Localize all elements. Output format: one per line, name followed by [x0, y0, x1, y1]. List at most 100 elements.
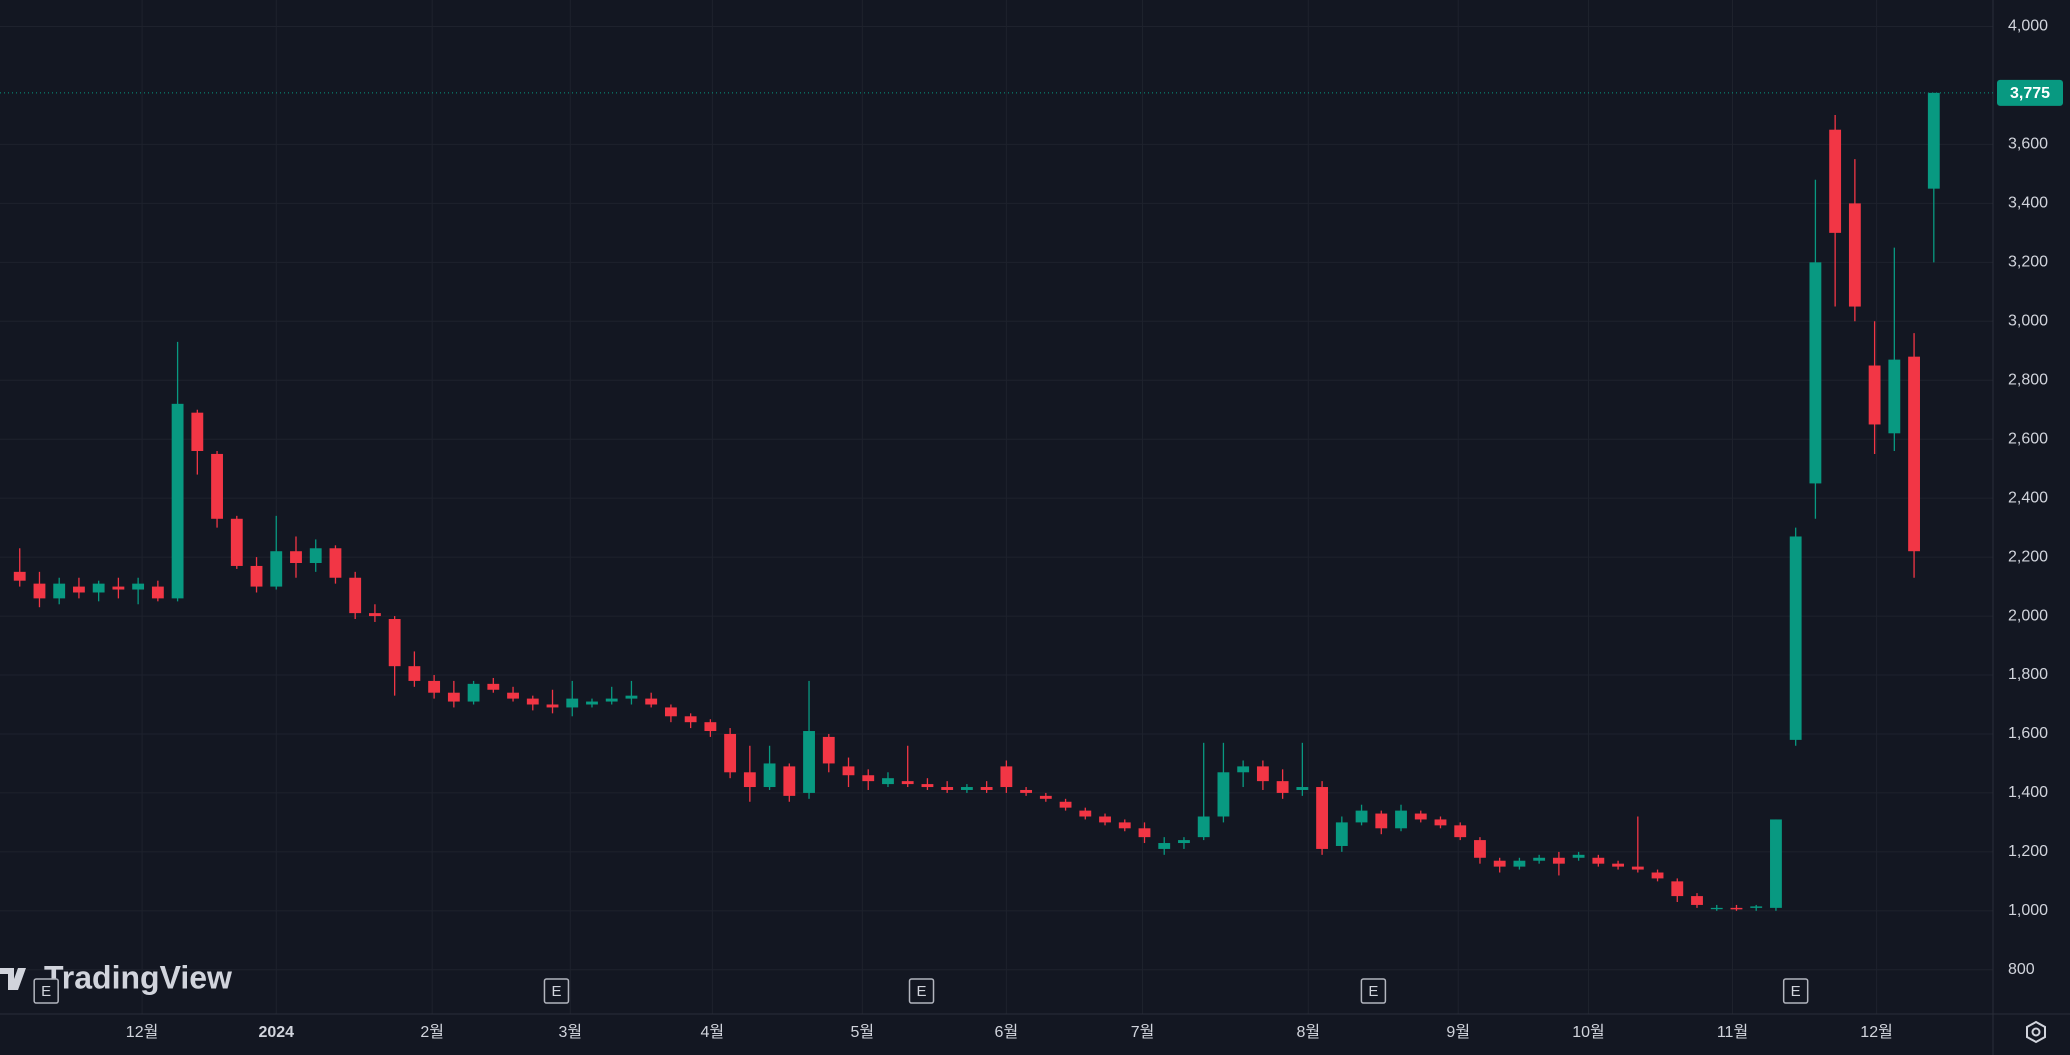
candle-body [664, 707, 677, 717]
y-tick-label: 3,600 [2008, 136, 2048, 153]
candle-body [724, 733, 737, 773]
candle-body [1118, 822, 1131, 829]
candle-body [1493, 860, 1506, 867]
candle-body [586, 701, 598, 705]
settings-icon-center[interactable] [2031, 1027, 2041, 1037]
candle-body [822, 736, 835, 764]
candle-body [625, 695, 638, 699]
y-tick-label: 3,200 [2008, 254, 2048, 271]
y-tick-label: 1,200 [2008, 843, 2048, 860]
candle-body [309, 548, 322, 564]
x-tick-label: 4월 [701, 1023, 725, 1041]
x-tick-label: 11월 [1717, 1023, 1748, 1041]
candle-body [230, 518, 243, 566]
candle-body [605, 698, 618, 702]
candle-body [191, 412, 204, 451]
x-tick-label: 5월 [851, 1023, 875, 1041]
candle-body [546, 704, 559, 708]
settings-icon[interactable] [2026, 1020, 2046, 1044]
candle-body [1079, 810, 1092, 817]
candle-body [33, 583, 46, 599]
candle-body [1237, 766, 1250, 773]
candle-body [1158, 843, 1171, 849]
grid [0, 0, 1993, 1014]
y-tick-label: 2,200 [2008, 548, 2048, 565]
candle-body [1414, 813, 1427, 820]
candle-body [408, 666, 421, 681]
event-marker [33, 978, 59, 1004]
candle-body [763, 763, 776, 788]
candle-body [1296, 787, 1309, 790]
x-tick-label: 9월 [1446, 1023, 1470, 1041]
event-marker [1360, 978, 1387, 1004]
event-label: E [41, 983, 51, 1000]
candle-body [1631, 866, 1644, 870]
candle-body [132, 583, 145, 590]
candle-body [1730, 907, 1743, 910]
candle-body [1276, 781, 1289, 793]
y-tick-label: 1,400 [2008, 784, 2048, 801]
candle-body [1789, 536, 1802, 740]
event-marker [1782, 978, 1809, 1004]
candle-body [862, 775, 875, 782]
candle-body [980, 787, 993, 790]
candle-body [1217, 772, 1230, 817]
candle-body [960, 787, 973, 790]
candle-body [1750, 906, 1763, 908]
candle-body [1020, 789, 1033, 793]
event-marker [543, 978, 570, 1004]
candle-body [151, 586, 164, 599]
event-label: E [551, 983, 561, 1000]
candle-body [1612, 863, 1624, 867]
candle-body [526, 698, 539, 705]
event-marker [908, 978, 935, 1004]
candle-body [783, 766, 796, 796]
candle-body [1000, 766, 1013, 788]
candle-body [1552, 857, 1565, 864]
candle-body [1868, 365, 1881, 425]
event-label: E [917, 983, 927, 1000]
candle-body [1770, 819, 1782, 908]
candle-body [1454, 825, 1467, 838]
candle-body [1888, 359, 1901, 434]
candle-body [1256, 766, 1269, 782]
candle-body [487, 683, 500, 690]
y-tick-label: 800 [2008, 961, 2035, 978]
candle-body [1375, 813, 1388, 829]
candle-body [645, 698, 658, 705]
x-tick-label: 8월 [1296, 1023, 1320, 1041]
candle-body [92, 583, 105, 593]
y-tick-label: 4,000 [2008, 18, 2048, 35]
candle-body [1099, 816, 1111, 823]
candle-body [921, 784, 934, 788]
x-tick-label: 2월 [420, 1023, 444, 1041]
candle-body [1829, 129, 1842, 233]
candle-body [349, 577, 362, 614]
candle-body [73, 586, 85, 593]
candle-body [1474, 840, 1486, 858]
candle-body [1927, 92, 1940, 189]
candle-body [290, 551, 302, 564]
candle-body [53, 583, 66, 599]
y-tick-label: 2,800 [2008, 371, 2048, 388]
candle-body [1434, 819, 1447, 826]
candle-body [1197, 816, 1210, 838]
candle-body [428, 680, 441, 693]
candle-body [882, 778, 894, 785]
x-tick-label: 6월 [995, 1023, 1019, 1041]
candle-body [1355, 810, 1368, 823]
candle-body [388, 619, 401, 667]
settings-button[interactable] [2026, 1020, 2046, 1044]
candle-body [1178, 840, 1190, 844]
x-tick-label: 12월 [1860, 1023, 1893, 1041]
candle-body [1848, 203, 1861, 307]
last-price-label: 3,775 [2010, 85, 2050, 102]
candle-body [369, 613, 381, 617]
candle-body [1039, 795, 1052, 799]
candle-body [211, 453, 223, 519]
candle-body [1809, 262, 1822, 484]
candle-body [270, 551, 283, 587]
